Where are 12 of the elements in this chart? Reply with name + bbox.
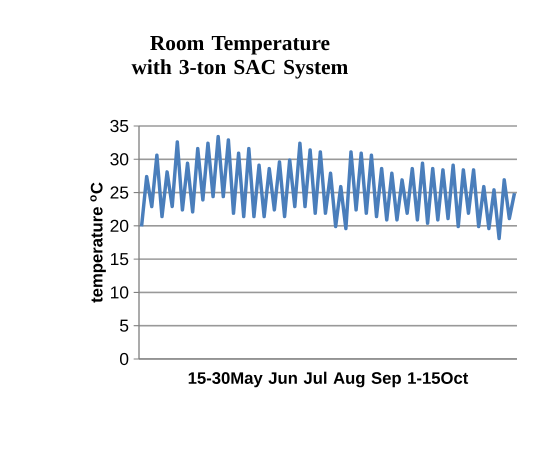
y-tick-label: 30 <box>110 153 128 166</box>
y-tick-label: 15 <box>110 253 128 266</box>
y-axis-title: temperature $^{o}$C <box>90 182 106 303</box>
y-tick-label: 10 <box>110 286 128 299</box>
line-series <box>140 134 516 240</box>
y-tick-label: 20 <box>110 220 128 232</box>
y-tick-label: 5 <box>120 320 128 332</box>
x-axis-title: 15-30May Jun Jul Aug Sep 1-15Oct <box>188 372 468 388</box>
y-tick-label: 35 <box>110 120 128 132</box>
y-tick-label: 0 <box>120 352 128 366</box>
y-tick-label: 25 <box>110 186 128 199</box>
chart-title: Room Temperature with 3-ton SAC System <box>132 36 348 79</box>
